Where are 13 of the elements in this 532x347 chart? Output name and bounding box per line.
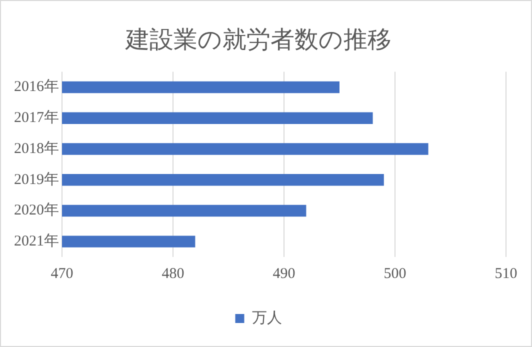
y-tick-label: 2018年 [14,140,59,157]
chart-title: 建設業の就労者数の推移 [124,28,392,54]
y-tick-label: 2016年 [14,78,59,96]
x-tick-label: 490 [272,266,296,282]
x-tick-label: 480 [162,266,184,282]
x-tick-label: 470 [50,266,74,282]
y-tick-label: 2021年 [14,232,59,250]
x-tick-label: 510 [494,266,518,282]
x-tick-label: 500 [384,266,406,282]
y-tick-label: 2020年 [14,202,59,219]
y-tick-label: 2017年 [14,109,59,126]
legend-label: 万人 [252,310,282,326]
y-tick-label: 2019年 [14,170,59,188]
